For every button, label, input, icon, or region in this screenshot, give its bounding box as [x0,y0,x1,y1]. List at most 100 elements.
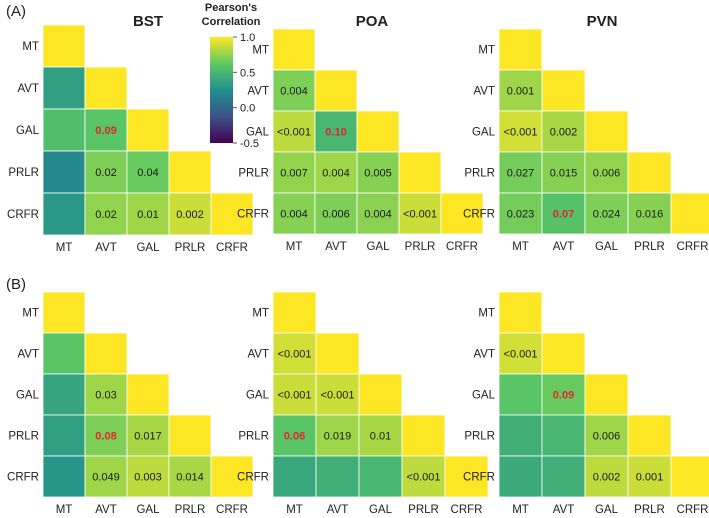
p-value-label: 0.017 [134,431,162,443]
y-axis-label: CRFR [463,209,495,221]
y-axis-label: MT [252,45,269,57]
p-value-label: 0.10 [325,127,346,139]
x-axis-label: PRLR [408,504,439,516]
legend-tick-label: 0.5 [240,67,255,79]
p-value-label: 0.03 [95,390,116,402]
y-axis-label: PRLR [238,168,269,180]
x-axis-label: CRFR [216,504,248,516]
x-axis-label: AVT [95,504,117,516]
x-axis-label: AVT [327,504,349,516]
p-value-label: 0.003 [134,472,162,484]
heatmap-cell [126,414,170,457]
heatmap-cell [584,414,629,457]
heatmap-cell [84,414,128,457]
heatmap-cell [584,455,629,498]
p-value-label: <0.001 [403,209,437,221]
heatmap-cell [84,66,128,110]
heatmap-cell [584,373,629,416]
heatmap-bst-b: 0.03 0.08 0.017 0.049 0.003 0.014 MT AVT GAL PRLR… [7,291,254,516]
p-value-label: 0.01 [137,209,158,221]
y-axis-label: AVT [473,86,495,98]
y-axis-label: CRFR [463,472,495,484]
heatmap-cell [314,69,358,112]
heatmap-cell [498,455,543,498]
y-axis-label: MT [252,308,269,320]
heatmap-cell [541,110,586,153]
y-axis-label: MT [22,308,39,320]
p-value-label: <0.001 [278,349,312,361]
p-value-label: 0.049 [92,472,120,484]
heatmap-cell [42,24,86,68]
heatmap-cell [541,69,586,112]
heatmap-cell [272,151,316,194]
heatmap-cell [210,192,254,236]
heatmap-cell [42,150,86,194]
p-value-label: 0.002 [550,127,578,139]
legend-tick-label: 0.0 [240,103,255,115]
heatmap-title: BST [133,13,163,30]
heatmap-cell [541,332,586,375]
p-value-label: 0.09 [553,390,574,402]
heatmap-cell [541,151,586,194]
p-value-label: 0.04 [137,167,158,179]
x-axis-label: CRFR [446,241,478,253]
heatmap-cell [84,192,128,236]
p-value-label: 0.014 [176,472,204,484]
y-axis-label: AVT [473,349,495,361]
heatmap-cell [498,414,543,457]
heatmap-cell [627,455,672,498]
heatmap-cell [398,192,442,235]
heatmap-cell [168,414,212,457]
heatmap-cell [315,455,360,498]
heatmap-cell [314,192,358,235]
y-axis-label: PRLR [8,431,39,443]
p-value-label: 0.004 [280,209,308,221]
color-legend: Pearson's Correlation 1.0 0.5 0.0 -0.5 [202,2,261,150]
heatmap-cell [541,414,586,457]
x-axis-label: PRLR [175,504,206,516]
x-axis-label: CRFR [677,241,709,253]
heatmap-cell [358,455,403,498]
y-axis-label: AVT [247,86,269,98]
heatmap-cell [498,192,543,235]
heatmap-cell [398,151,442,194]
y-axis-label: MT [478,45,495,57]
heatmap-cell [126,373,170,416]
heatmap-cell [627,192,672,235]
heatmap-cell [272,110,316,153]
y-axis-label: MT [22,41,39,53]
heatmap-cell [42,291,86,334]
x-axis-label: CRFR [451,504,483,516]
p-value-label: 0.015 [550,168,578,180]
legend-ticks: 1.0 0.5 0.0 -0.5 [233,32,259,150]
x-axis-label: GAL [136,504,160,516]
heatmap-cell [670,455,709,498]
panel-label-b: (B) [6,276,26,293]
x-axis-label: MT [512,241,529,253]
p-value-label: 0.005 [364,168,392,180]
heatmap-cell [272,455,317,498]
x-axis-label: MT [56,504,73,516]
heatmap-cell [210,455,254,498]
p-value-label: <0.001 [504,349,538,361]
x-axis-label: MT [286,241,303,253]
heatmap-cell [168,455,212,498]
p-value-label: 0.024 [593,209,621,221]
heatmap-cell [42,373,86,416]
p-value-label: 0.07 [553,209,574,221]
heatmap-cell [314,151,358,194]
heatmap-pvn-a: PVN 0.001 <0.001 0.002 0.027 0.015 0.006 0.023 0… [463,13,709,253]
x-axis-label: GAL [136,242,160,254]
p-value-label: 0.02 [95,209,116,221]
x-axis-label: CRFR [677,504,709,516]
p-value-label: 0.06 [284,431,305,443]
heatmap-cell [541,373,586,416]
heatmap-cell [126,108,170,152]
p-value-label: <0.001 [277,127,311,139]
y-axis-label: GAL [16,125,40,137]
y-axis-label: AVT [17,349,39,361]
heatmap-cell [315,414,360,457]
heatmap-cell [440,192,484,235]
heatmap-cell [42,66,86,110]
y-axis-label: GAL [472,390,496,402]
